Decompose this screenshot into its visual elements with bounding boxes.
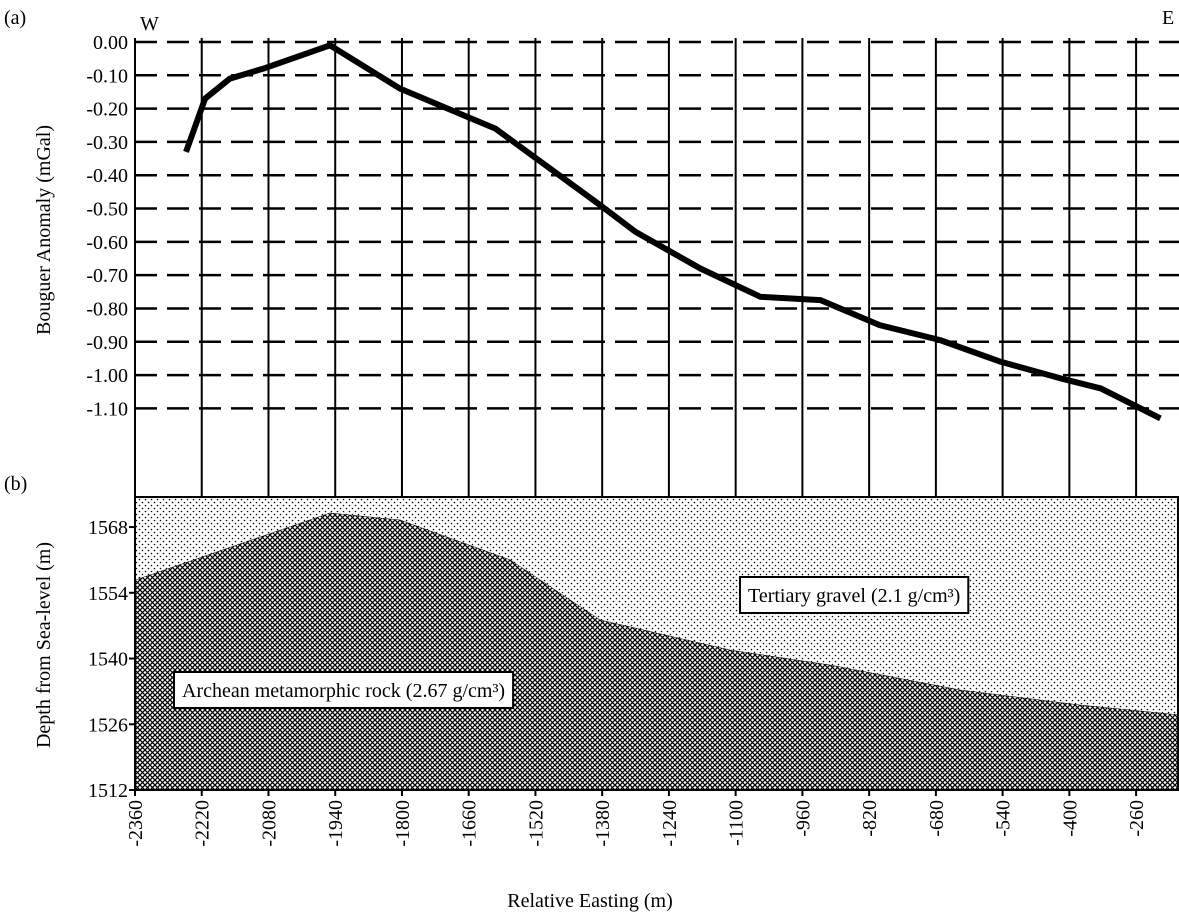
annotation: Archean metamorphic rock (2.67 g/cm³) xyxy=(182,680,505,702)
x-tick-label: -1660 xyxy=(459,800,481,847)
x-tick-label: -1520 xyxy=(525,800,547,847)
annotation: Tertiary gravel (2.1 g/cm³) xyxy=(748,585,960,607)
y-tick-label: -0.10 xyxy=(86,65,128,87)
plot-frame xyxy=(134,496,1179,791)
x-tick-label: -1100 xyxy=(726,800,748,846)
x-tick-label: -1240 xyxy=(659,800,681,847)
y-tick-label: -0.30 xyxy=(86,132,128,154)
y-tick-label: -0.20 xyxy=(86,99,128,121)
x-tick-label: -1940 xyxy=(325,800,347,847)
y-tick-label: 1568 xyxy=(88,517,128,539)
y-tick-label: -0.60 xyxy=(86,232,128,254)
y-tick-label: -0.90 xyxy=(86,332,128,354)
annotation: W xyxy=(140,13,159,35)
y-tick-label: 1554 xyxy=(88,583,128,605)
x-tick-label: -1380 xyxy=(592,800,614,847)
annotation-box: Archean metamorphic rock (2.67 g/cm³) xyxy=(173,671,515,709)
y-tick-label: -0.50 xyxy=(86,199,128,221)
y-tick-label: -1.00 xyxy=(86,365,128,387)
x-tick-label: -820 xyxy=(859,800,881,837)
y-tick-label: 1540 xyxy=(88,649,128,671)
annotation-frame xyxy=(173,671,515,709)
panel-label: (a) xyxy=(4,7,26,29)
y-tick-label: 1526 xyxy=(88,714,128,736)
annotation-box: Tertiary gravel (2.1 g/cm³) xyxy=(739,576,970,614)
y-axis-title: Bouguer Anomaly (mGal) xyxy=(33,125,55,335)
y-tick-label: -0.70 xyxy=(86,265,128,287)
x-tick-label: -960 xyxy=(792,800,814,837)
annotation-frame xyxy=(739,576,970,614)
lower-layer xyxy=(134,512,1179,791)
y-tick-label: 0.00 xyxy=(93,32,128,54)
x-tick-label: -2220 xyxy=(192,800,214,847)
y-axis-title: Depth from Sea-level (m) xyxy=(33,542,55,748)
x-tick-label: -680 xyxy=(926,800,948,837)
x-tick-label: -540 xyxy=(993,800,1015,837)
x-tick-label: -2360 xyxy=(125,800,147,847)
x-tick-label: -400 xyxy=(1059,800,1081,837)
data-line xyxy=(183,42,1162,422)
annotation: E xyxy=(1162,7,1174,29)
y-tick-label: -0.80 xyxy=(86,298,128,320)
x-tick-label: -1800 xyxy=(392,800,414,847)
y-tick-label: -0.40 xyxy=(86,165,128,187)
x-tick-label: -2080 xyxy=(258,800,280,847)
x-axis-title: Relative Easting (m) xyxy=(507,890,673,912)
y-tick-label: -1.10 xyxy=(86,398,128,420)
y-tick-label: 1512 xyxy=(88,780,128,802)
panel-label: (b) xyxy=(4,473,27,495)
x-tick-label: -260 xyxy=(1126,800,1148,837)
